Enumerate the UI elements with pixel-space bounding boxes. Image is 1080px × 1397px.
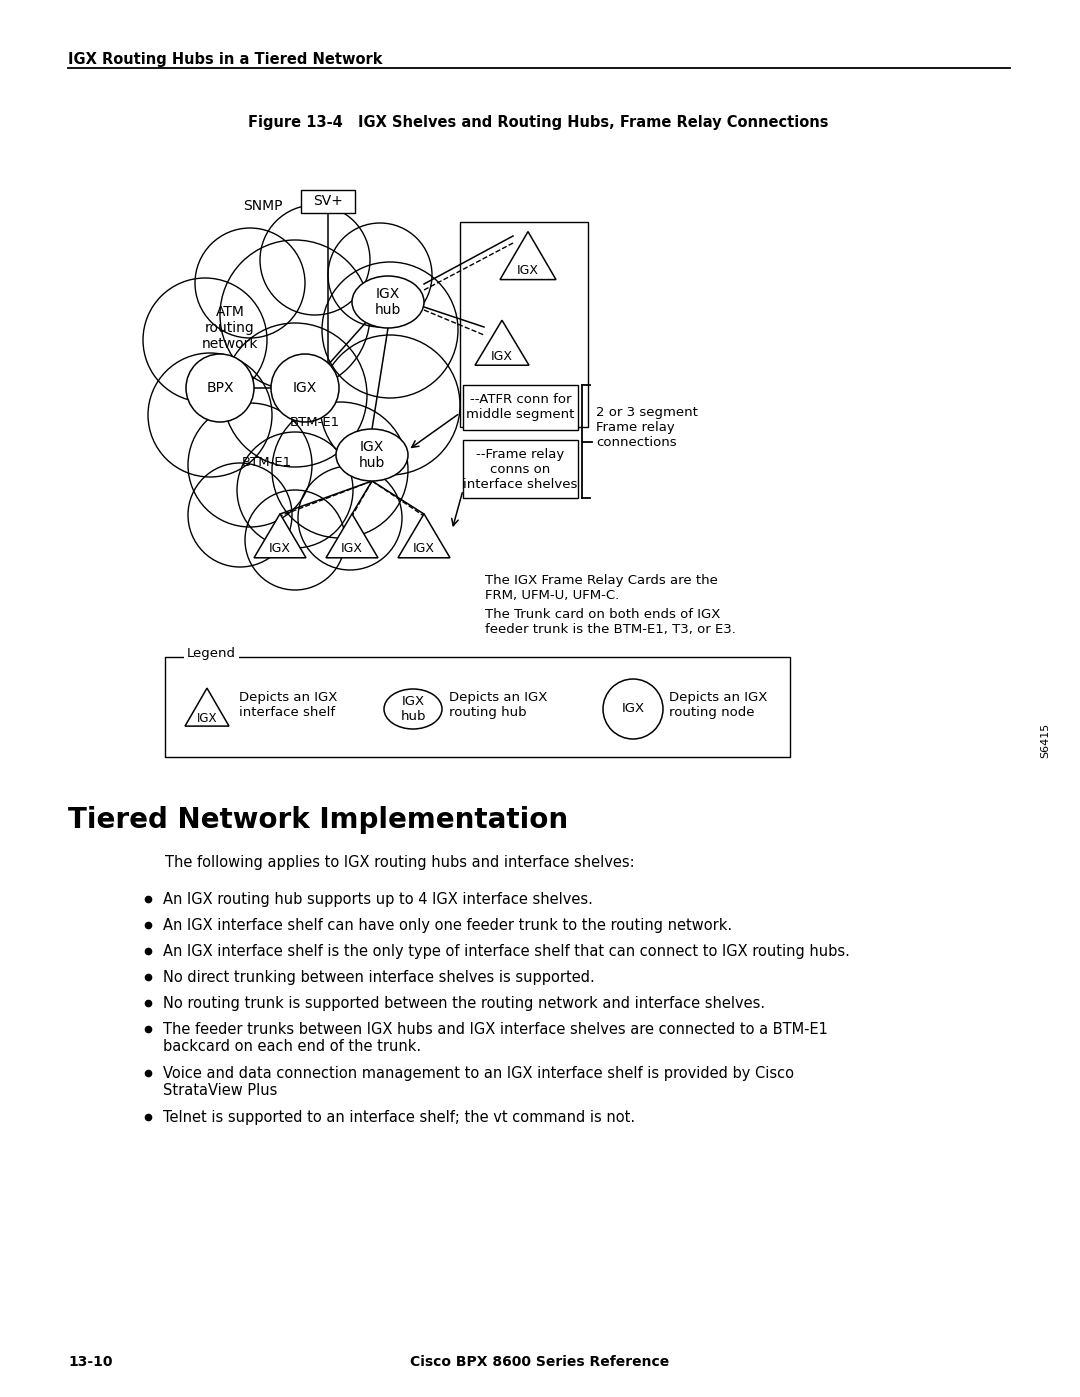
Text: Voice and data connection management to an IGX interface shelf is provided by Ci: Voice and data connection management to … <box>163 1066 794 1098</box>
Circle shape <box>328 224 432 327</box>
Text: SNMP: SNMP <box>243 198 283 212</box>
Text: No direct trunking between interface shelves is supported.: No direct trunking between interface she… <box>163 970 595 985</box>
Text: ATM
routing
network: ATM routing network <box>202 305 258 351</box>
Text: Depicts an IGX
interface shelf: Depicts an IGX interface shelf <box>239 692 337 719</box>
Text: IGX: IGX <box>269 542 291 555</box>
Text: Legend: Legend <box>187 647 237 659</box>
Text: IGX Routing Hubs in a Tiered Network: IGX Routing Hubs in a Tiered Network <box>68 52 382 67</box>
Text: An IGX interface shelf is the only type of interface shelf that can connect to I: An IGX interface shelf is the only type … <box>163 944 850 958</box>
Text: 2 or 3 segment
Frame relay
connections: 2 or 3 segment Frame relay connections <box>596 407 698 448</box>
Text: The following applies to IGX routing hubs and interface shelves:: The following applies to IGX routing hub… <box>165 855 635 870</box>
Polygon shape <box>500 232 556 279</box>
Text: Depicts an IGX
routing node: Depicts an IGX routing node <box>669 692 768 719</box>
Bar <box>463 440 578 497</box>
Polygon shape <box>254 514 306 557</box>
Circle shape <box>298 467 402 570</box>
Polygon shape <box>185 689 229 726</box>
Ellipse shape <box>352 277 424 328</box>
Bar <box>165 657 789 757</box>
Text: Depicts an IGX
routing hub: Depicts an IGX routing hub <box>449 692 548 719</box>
Circle shape <box>143 278 267 402</box>
Bar <box>463 386 578 430</box>
Text: IGX
hub: IGX hub <box>359 440 386 471</box>
Text: Tiered Network Implementation: Tiered Network Implementation <box>68 806 568 834</box>
Text: --Frame relay
conns on
interface shelves: --Frame relay conns on interface shelves <box>463 448 578 490</box>
Text: An IGX interface shelf can have only one feeder trunk to the routing network.: An IGX interface shelf can have only one… <box>163 918 732 933</box>
Text: --ATFR conn for
middle segment: --ATFR conn for middle segment <box>467 393 575 420</box>
Text: No routing trunk is supported between the routing network and interface shelves.: No routing trunk is supported between th… <box>163 996 765 1011</box>
Text: BTM-E1: BTM-E1 <box>291 415 340 429</box>
Polygon shape <box>326 514 378 557</box>
Polygon shape <box>399 514 450 557</box>
Circle shape <box>188 462 292 567</box>
Text: IGX: IGX <box>621 703 645 715</box>
Polygon shape <box>475 320 529 365</box>
Text: Cisco BPX 8600 Series Reference: Cisco BPX 8600 Series Reference <box>410 1355 670 1369</box>
Circle shape <box>195 228 305 338</box>
Ellipse shape <box>384 689 442 729</box>
Text: IGX: IGX <box>197 712 217 725</box>
Circle shape <box>320 335 460 475</box>
Circle shape <box>186 353 254 422</box>
Circle shape <box>222 323 367 467</box>
Circle shape <box>148 353 272 476</box>
Text: Figure 13-4: Figure 13-4 <box>248 115 342 130</box>
Text: BPX: BPX <box>206 381 233 395</box>
Text: Telnet is supported to an interface shelf; the vt command is not.: Telnet is supported to an interface shel… <box>163 1111 635 1125</box>
Text: IGX: IGX <box>517 264 539 277</box>
Circle shape <box>188 402 312 527</box>
Circle shape <box>603 679 663 739</box>
Text: BTM-E1: BTM-E1 <box>242 457 292 469</box>
Text: An IGX routing hub supports up to 4 IGX interface shelves.: An IGX routing hub supports up to 4 IGX … <box>163 893 593 907</box>
Text: IGX
hub: IGX hub <box>401 694 426 724</box>
Text: The feeder trunks between IGX hubs and IGX interface shelves are connected to a : The feeder trunks between IGX hubs and I… <box>163 1023 828 1055</box>
Circle shape <box>245 490 345 590</box>
Text: 13-10: 13-10 <box>68 1355 112 1369</box>
Circle shape <box>237 432 353 548</box>
Circle shape <box>322 263 458 398</box>
Bar <box>301 190 355 212</box>
Bar <box>460 222 588 427</box>
Text: S6415: S6415 <box>1040 722 1050 757</box>
Circle shape <box>260 205 370 314</box>
Text: IGX: IGX <box>293 381 318 395</box>
Text: IGX Shelves and Routing Hubs, Frame Relay Connections: IGX Shelves and Routing Hubs, Frame Rela… <box>357 115 828 130</box>
Text: SV+: SV+ <box>313 194 343 208</box>
Text: IGX
hub: IGX hub <box>375 286 401 317</box>
Text: IGX: IGX <box>413 542 435 555</box>
Text: IGX: IGX <box>341 542 363 555</box>
Circle shape <box>220 240 370 390</box>
Text: IGX: IGX <box>491 349 513 362</box>
Circle shape <box>271 353 339 422</box>
Text: The Trunk card on both ends of IGX
feeder trunk is the BTM-E1, T3, or E3.: The Trunk card on both ends of IGX feede… <box>485 608 735 636</box>
Ellipse shape <box>336 429 408 481</box>
Circle shape <box>272 402 408 538</box>
Text: The IGX Frame Relay Cards are the
FRM, UFM-U, UFM-C.: The IGX Frame Relay Cards are the FRM, U… <box>485 574 718 602</box>
